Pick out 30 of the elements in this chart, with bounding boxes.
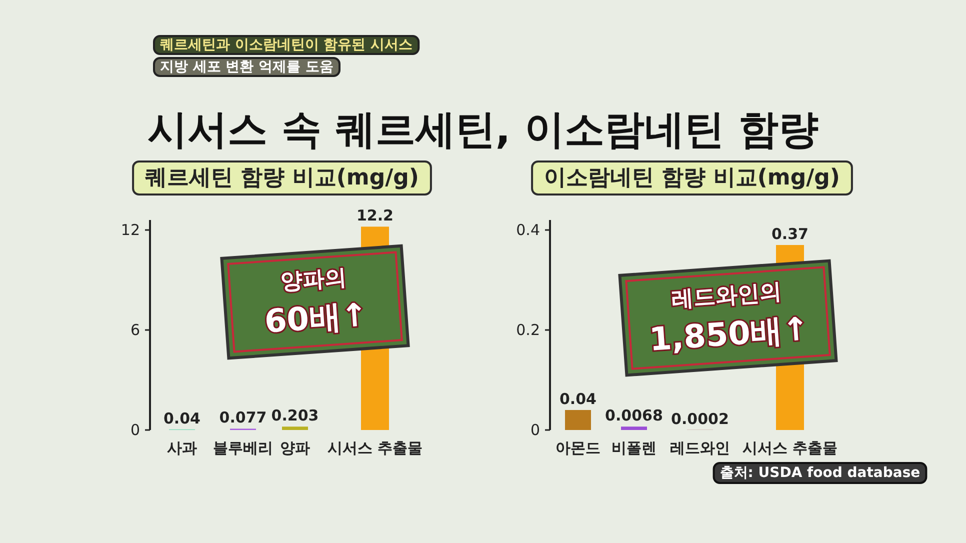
data-label: 0.077 [219, 408, 267, 427]
annotation: 레드와인의 1,850배↑ [648, 280, 810, 358]
data-label: 0.0002 [671, 410, 729, 428]
y-tick-label: 6 [130, 321, 140, 339]
y-tick-label: 0.4 [516, 221, 540, 239]
y-tick-label: 12 [120, 221, 140, 239]
data-label: 0.37 [771, 225, 809, 243]
annotation: 양파의 60배↑ [263, 265, 369, 341]
x-tick-label: 비폴렌 [612, 439, 656, 457]
source-note: 출처: USDA food database [720, 465, 920, 481]
data-label: 0.04 [163, 409, 201, 428]
x-tick-label: 블루베리 [213, 439, 273, 457]
text: 시서스 속 퀘르세틴, 이소람네틴 함량 [148, 107, 818, 153]
data-label: 0.04 [559, 390, 597, 408]
text: 퀘르세틴과 이소람네틴이 함유된 시서스 [160, 37, 413, 53]
data-label: 0.0068 [605, 406, 663, 425]
data-label: 12.2 [356, 206, 394, 225]
x-tick-label: 시서스 추출물 [742, 439, 838, 457]
y-tick-label: 0 [130, 421, 140, 439]
x-tick-label: 시서스 추출물 [327, 439, 423, 457]
chart-title: 이소람네틴 함량 비교(mg/g) [544, 166, 840, 190]
x-tick-label: 사과 [167, 439, 197, 457]
y-tick-label: 0.2 [516, 321, 540, 339]
chart-title: 퀘르세틴 함량 비교(mg/g) [145, 166, 419, 190]
text: 지방 세포 변환 억제를 도움 [160, 59, 334, 75]
x-tick-label: 아몬드 [556, 439, 600, 457]
x-tick-label: 레드와인 [670, 439, 730, 457]
data-label: 0.203 [271, 406, 319, 425]
y-tick-label: 0 [530, 421, 540, 439]
x-tick-label: 양파 [280, 439, 310, 457]
